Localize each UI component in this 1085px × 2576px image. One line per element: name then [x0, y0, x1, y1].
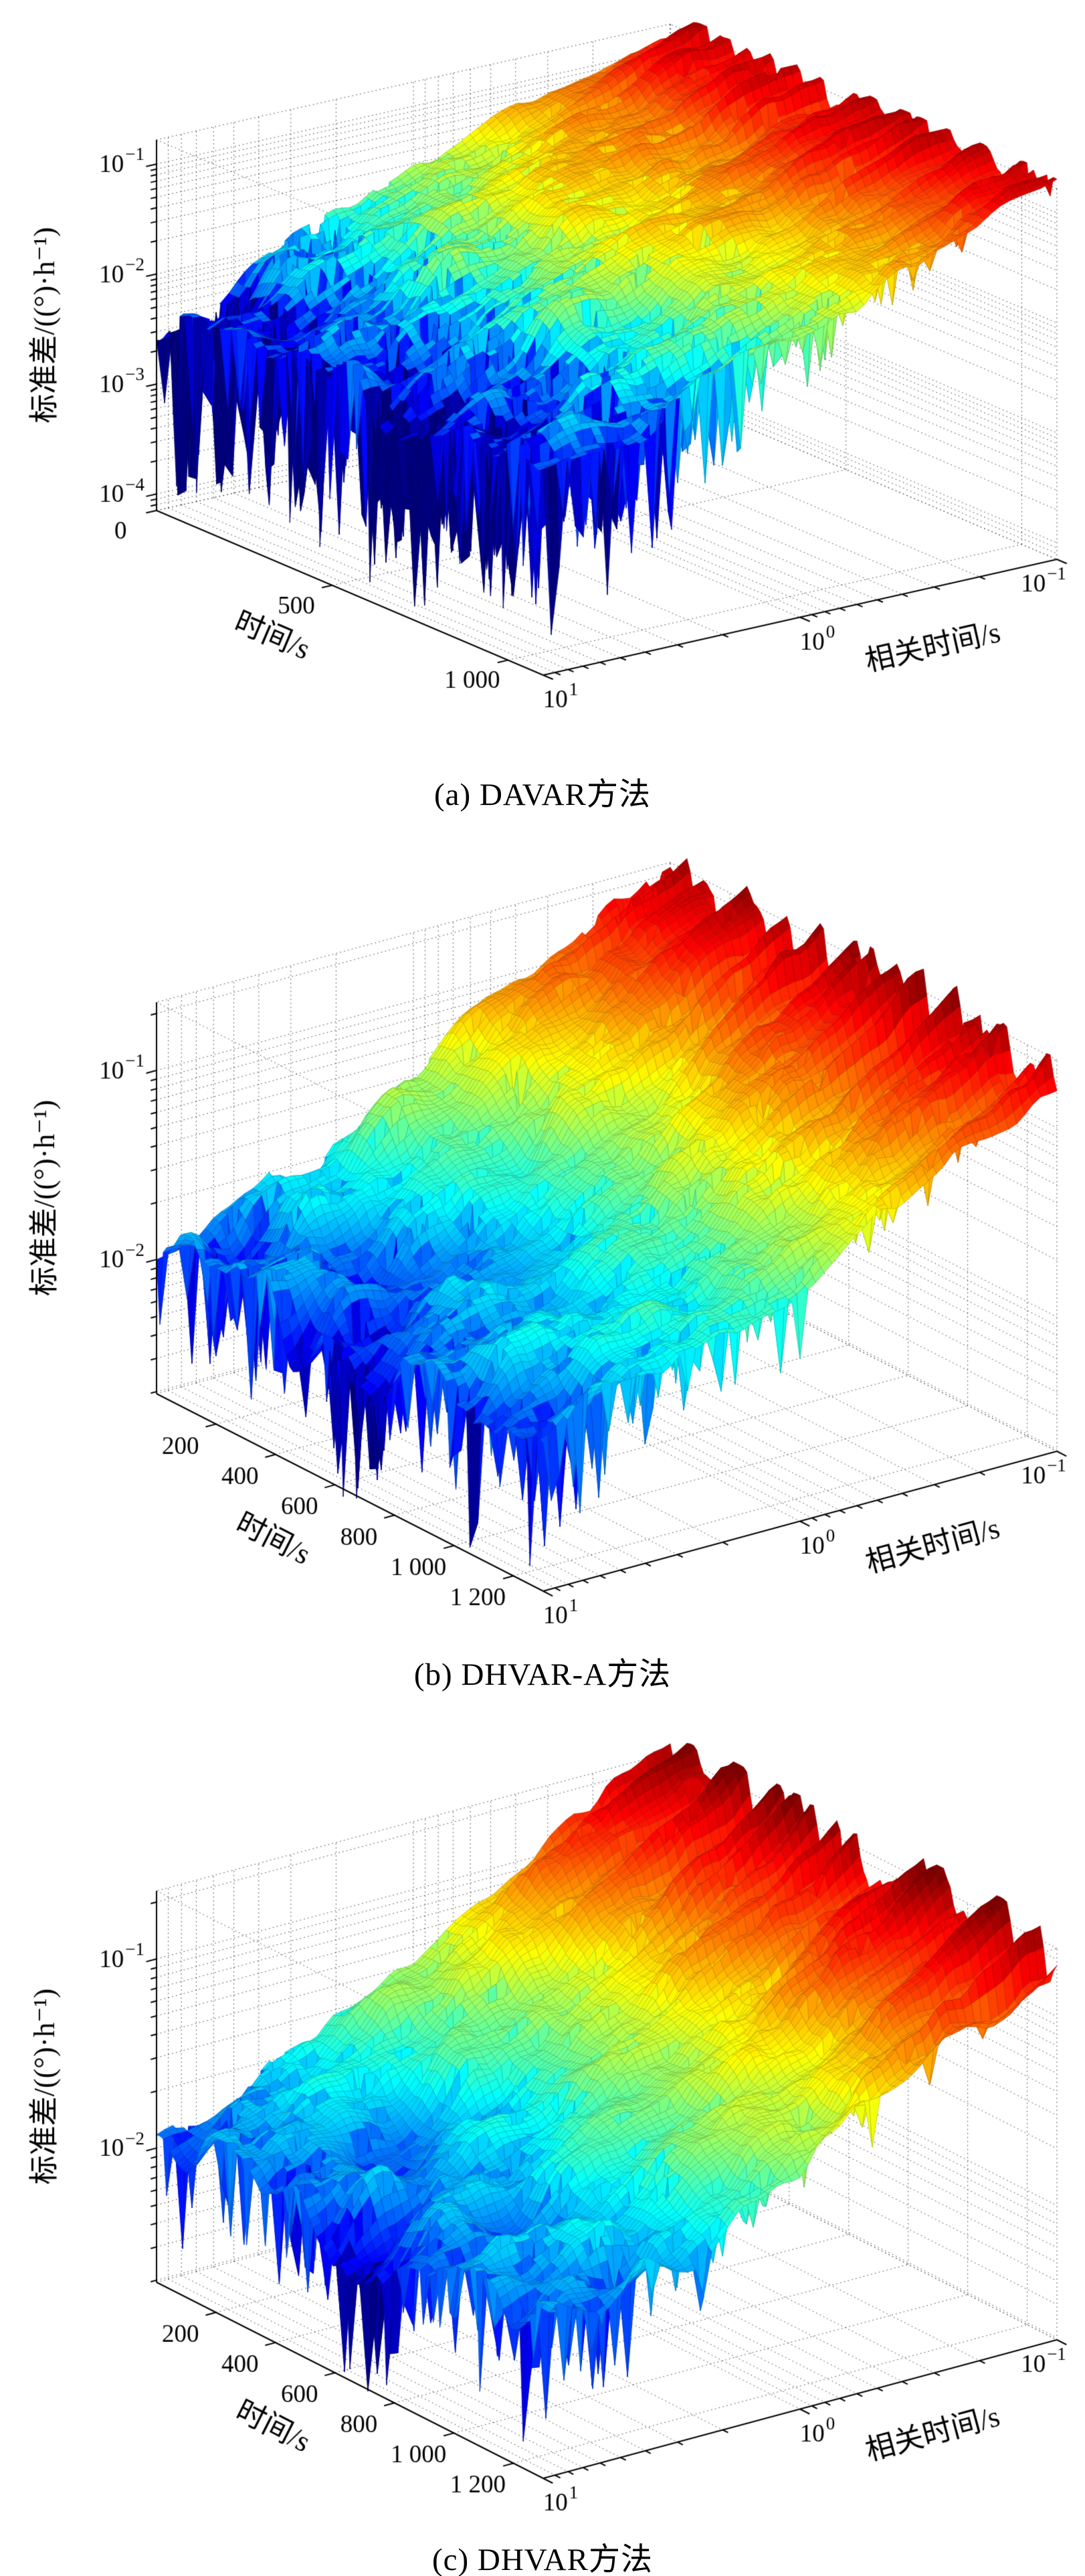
panel-dhvar-a: (b) DHVAR-A方法	[0, 858, 1085, 1717]
surface-plot-davar	[0, 0, 1085, 803]
surface-plot-dhvar-a	[0, 858, 1085, 1661]
caption-dhvar: (c) DHVAR方法	[432, 2543, 653, 2576]
caption-davar: (a) DAVAR方法	[434, 777, 651, 812]
surface-plot-dhvar	[0, 1717, 1085, 2520]
panel-dhvar: (c) DHVAR方法	[0, 1717, 1085, 2576]
panel-davar: (a) DAVAR方法	[0, 0, 1085, 858]
caption-dhvar-a: (b) DHVAR-A方法	[413, 1657, 672, 1692]
